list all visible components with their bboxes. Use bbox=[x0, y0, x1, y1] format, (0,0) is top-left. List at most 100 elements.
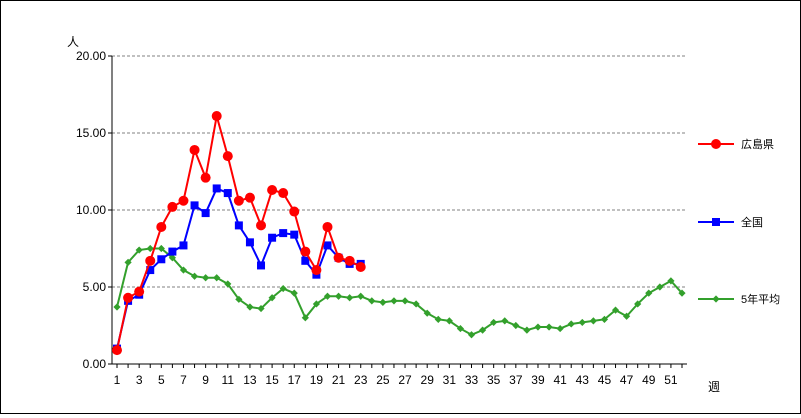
legend-item: 全国 bbox=[698, 215, 763, 229]
data-point bbox=[156, 221, 167, 232]
data-point bbox=[401, 297, 409, 305]
data-point bbox=[212, 184, 221, 193]
y-tick-labels: 0.00 5.00 10.00 15.00 20.00 bbox=[76, 49, 106, 371]
data-point bbox=[467, 331, 476, 339]
data-point bbox=[312, 300, 321, 308]
data-point bbox=[146, 244, 154, 253]
data-point bbox=[279, 284, 287, 293]
x-tick-label: 25 bbox=[376, 373, 390, 387]
data-point bbox=[423, 309, 431, 317]
data-point bbox=[278, 188, 289, 199]
x-axis-label: 週 bbox=[708, 380, 720, 394]
data-point bbox=[545, 323, 553, 331]
data-point bbox=[157, 255, 166, 264]
data-point bbox=[344, 255, 355, 266]
data-point bbox=[523, 326, 531, 334]
data-point bbox=[233, 195, 244, 206]
x-tick-label: 11 bbox=[222, 373, 235, 387]
data-point bbox=[656, 283, 664, 291]
data-point bbox=[178, 195, 189, 206]
data-point bbox=[501, 317, 509, 325]
data-point bbox=[134, 286, 145, 297]
data-point bbox=[301, 314, 309, 322]
data-point bbox=[623, 312, 631, 320]
data-point bbox=[201, 209, 210, 218]
data-point bbox=[257, 261, 266, 270]
data-point bbox=[256, 220, 267, 231]
data-point bbox=[224, 280, 232, 288]
data-point bbox=[179, 241, 188, 250]
x-tick-label: 19 bbox=[310, 373, 324, 387]
data-point bbox=[168, 254, 176, 262]
x-tick-label: 51 bbox=[664, 373, 678, 387]
data-point bbox=[379, 298, 387, 306]
data-point bbox=[712, 218, 720, 226]
legend-item: 広島県 bbox=[698, 137, 774, 151]
series-line bbox=[116, 247, 683, 336]
data-point bbox=[290, 289, 298, 297]
x-tick-label: 29 bbox=[421, 373, 435, 387]
x-tick-label: 47 bbox=[620, 373, 634, 387]
data-point bbox=[202, 274, 210, 282]
data-point bbox=[268, 294, 276, 302]
data-point bbox=[268, 233, 277, 242]
axes bbox=[108, 55, 687, 368]
data-point bbox=[478, 326, 487, 334]
data-point bbox=[301, 256, 310, 265]
y-tick-label: 10.00 bbox=[76, 203, 106, 217]
x-tick-label: 45 bbox=[598, 373, 612, 387]
x-tick-label: 27 bbox=[398, 373, 412, 387]
legend-item: 5年平均 bbox=[698, 292, 780, 306]
data-point bbox=[190, 272, 199, 280]
x-tick-label: 7 bbox=[180, 373, 187, 387]
data-point bbox=[323, 292, 332, 300]
data-point bbox=[712, 295, 720, 303]
y-tick-label: 15.00 bbox=[76, 126, 106, 140]
data-point bbox=[600, 315, 609, 323]
data-point bbox=[300, 246, 311, 257]
data-point bbox=[567, 320, 575, 328]
x-tick-label: 1 bbox=[114, 373, 121, 387]
data-point bbox=[245, 238, 254, 247]
legend-label: 広島県 bbox=[741, 137, 774, 151]
data-point bbox=[445, 317, 453, 325]
data-point bbox=[311, 265, 322, 276]
data-point bbox=[711, 139, 721, 149]
data-point bbox=[112, 345, 122, 356]
data-point bbox=[135, 246, 143, 254]
data-point bbox=[168, 247, 177, 256]
data-point bbox=[611, 306, 620, 314]
data-point bbox=[322, 221, 333, 232]
data-point bbox=[124, 258, 132, 266]
x-tick-labels: 1 3 5 7 9 11 13 15 17 19 21 23 25 27 29 31 33 35 37 39 41 43 4… bbox=[114, 373, 678, 387]
data-point bbox=[390, 297, 398, 305]
gridlines bbox=[112, 55, 687, 288]
series bbox=[112, 111, 686, 356]
data-point bbox=[146, 266, 155, 275]
data-point bbox=[244, 192, 255, 203]
x-tick-label: 41 bbox=[553, 373, 567, 387]
data-point bbox=[267, 184, 278, 195]
y-tick-label: 5.00 bbox=[83, 280, 107, 294]
x-tick-label: 13 bbox=[243, 373, 257, 387]
data-point bbox=[123, 292, 134, 303]
x-tick-label: 39 bbox=[531, 373, 545, 387]
data-point bbox=[234, 221, 243, 230]
data-point bbox=[213, 274, 221, 282]
y-tick-label: 20.00 bbox=[76, 49, 106, 63]
x-tick-label: 15 bbox=[265, 373, 279, 387]
x-tick-label: 43 bbox=[576, 373, 590, 387]
x-tick-label: 37 bbox=[509, 373, 523, 387]
data-point bbox=[678, 289, 686, 297]
data-point bbox=[333, 252, 344, 263]
data-point bbox=[200, 172, 211, 183]
data-point bbox=[223, 189, 232, 198]
data-point bbox=[334, 292, 343, 300]
data-point bbox=[589, 317, 597, 325]
x-tick-label: 35 bbox=[487, 373, 501, 387]
series-line bbox=[116, 115, 362, 351]
data-point bbox=[235, 295, 243, 303]
